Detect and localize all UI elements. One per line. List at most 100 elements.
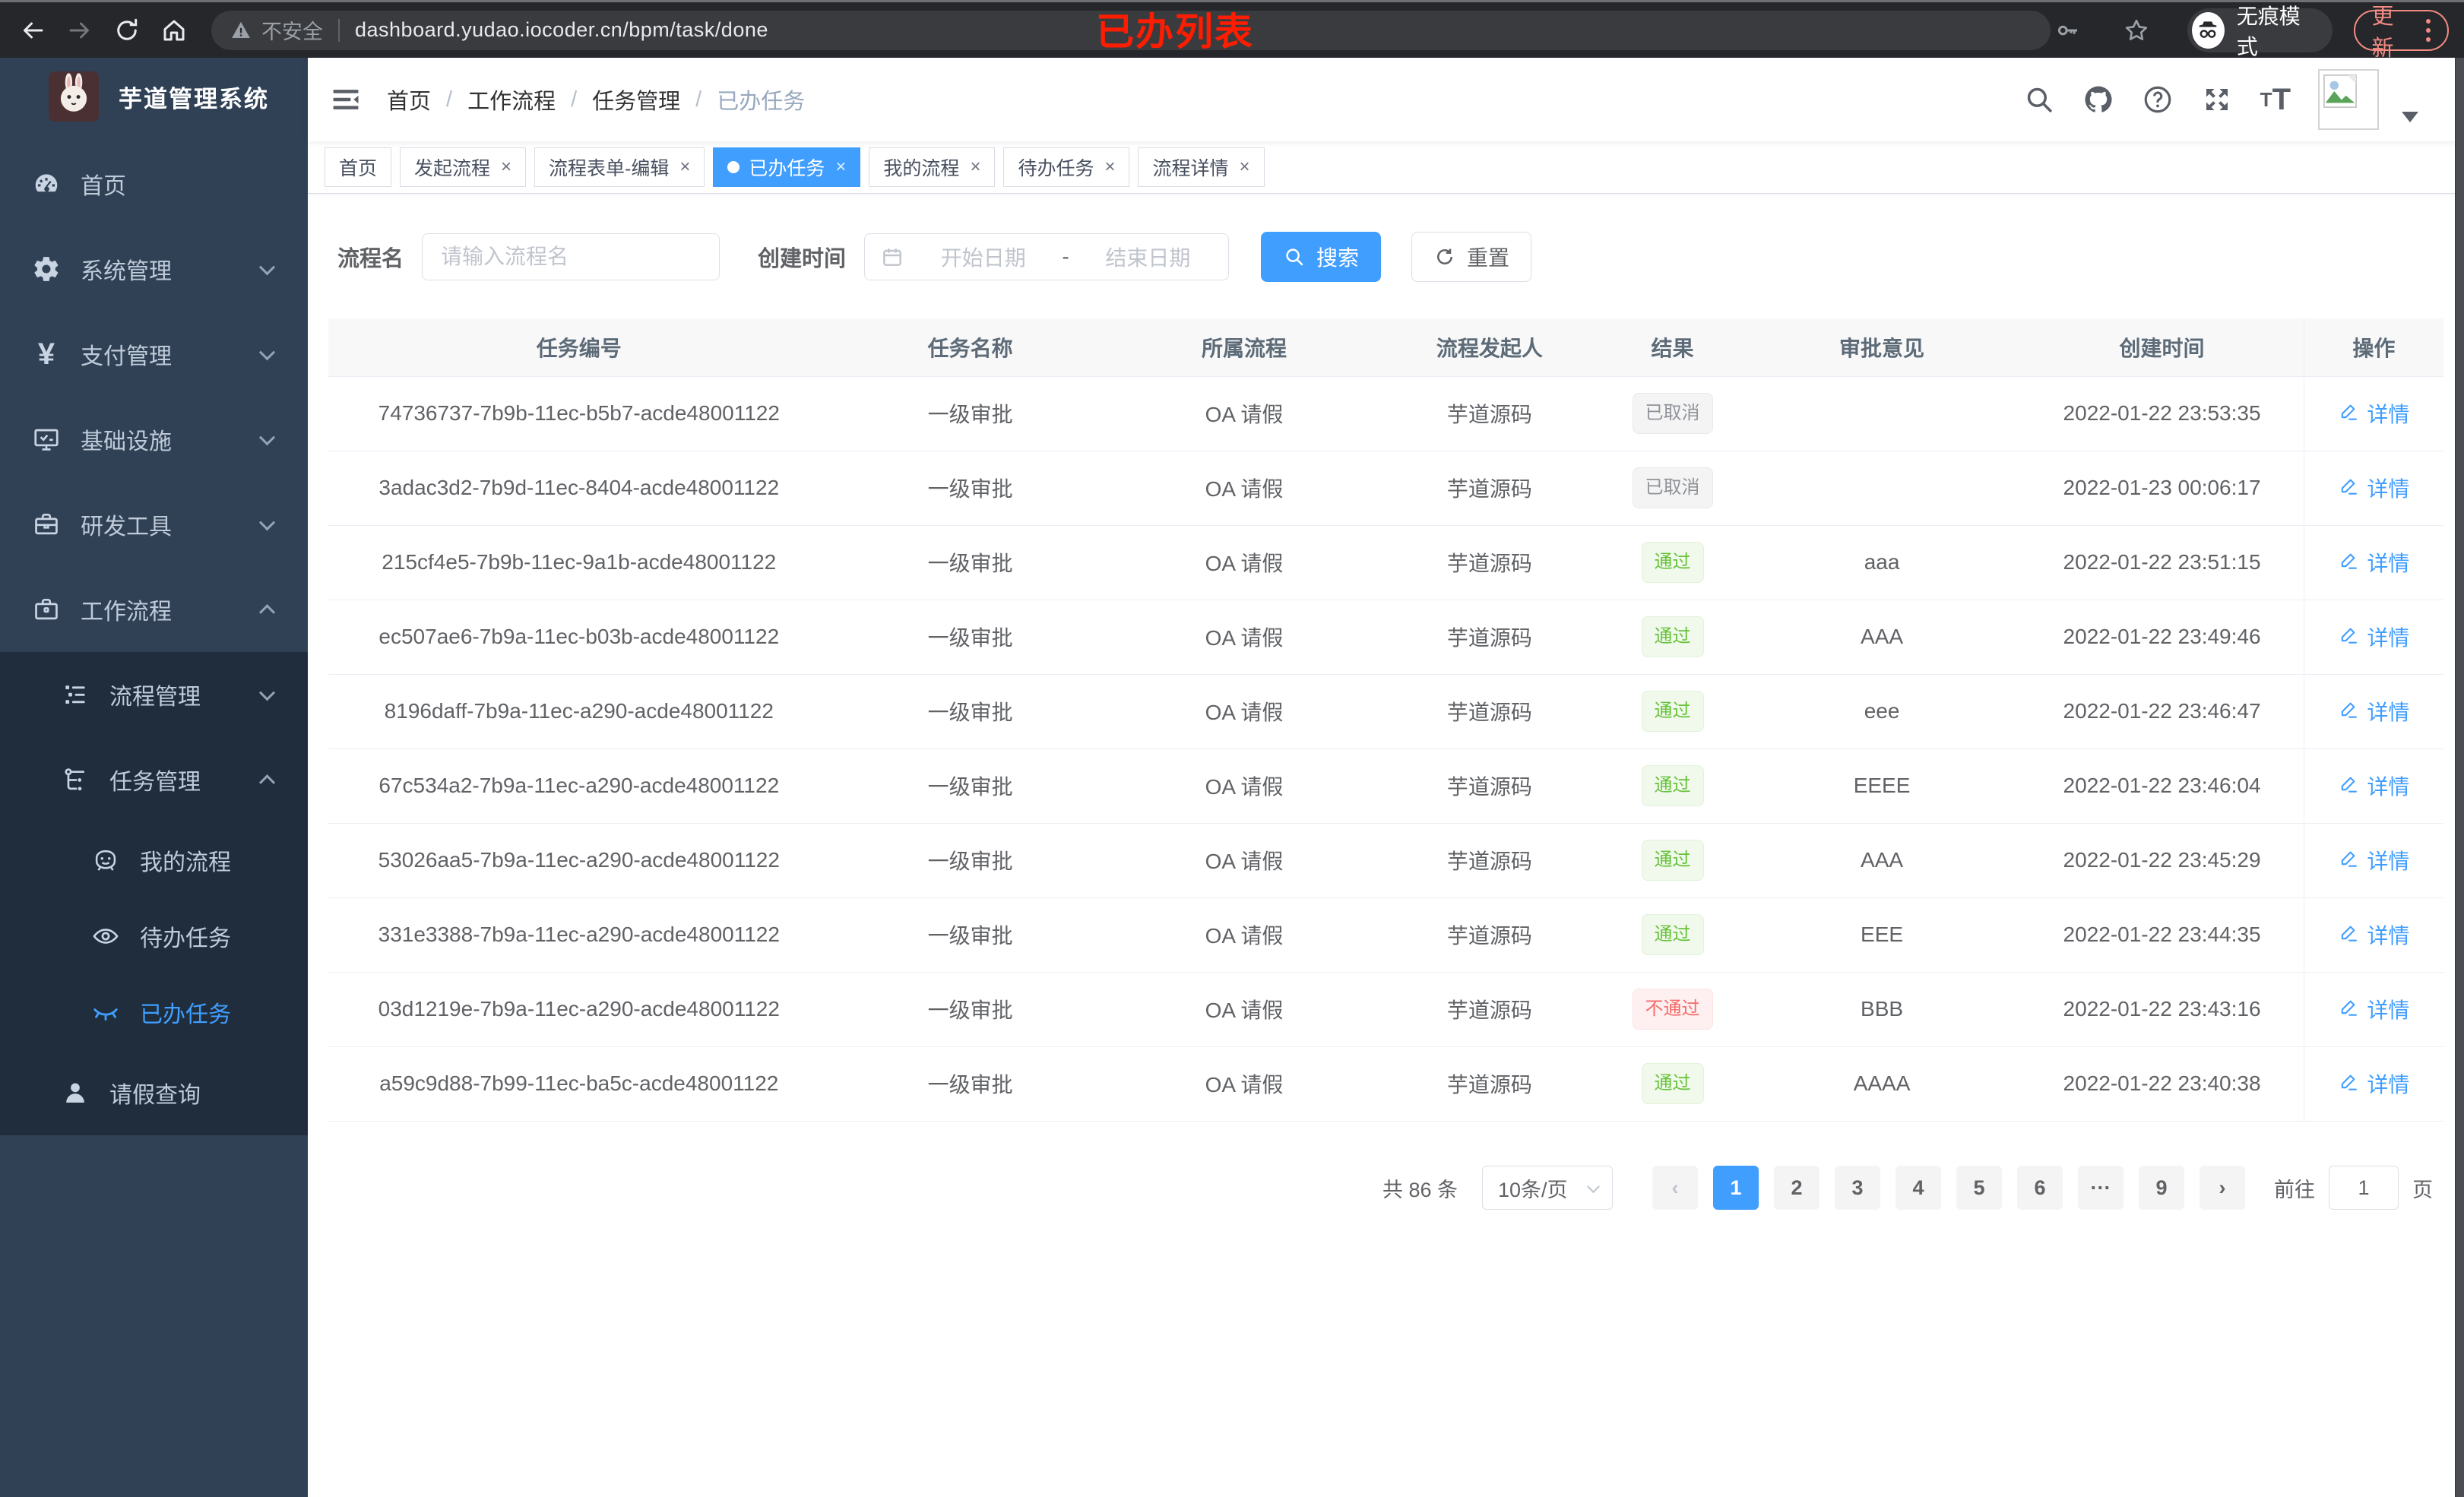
browser-update-button[interactable]: 更新 xyxy=(2353,5,2449,61)
detail-link[interactable]: 详情 xyxy=(2338,771,2409,801)
detail-link[interactable]: 详情 xyxy=(2338,398,2409,429)
process-name-label: 流程名 xyxy=(337,247,404,271)
sidebar: 芋道管理系统 首页 系统管理 ¥ 支付管理 基础设施 研发工具工作流程流程管理 任务管理 我的… xyxy=(0,58,308,1497)
detail-link[interactable]: 详情 xyxy=(2338,547,2409,578)
update-label: 更新 xyxy=(2371,4,2394,61)
cell-task-id: 215cf4e5-7b9b-11ec-9a1b-acde48001122 xyxy=(328,524,830,600)
detail-link[interactable]: 详情 xyxy=(2338,919,2409,950)
breadcrumb-home[interactable]: 首页 xyxy=(387,90,432,114)
result-badge: 通过 xyxy=(1641,1063,1704,1105)
detail-link[interactable]: 详情 xyxy=(2338,845,2409,875)
detail-link[interactable]: 详情 xyxy=(2338,622,2409,652)
page-button-4[interactable]: 4 xyxy=(1896,1166,1941,1210)
table-row: 74736737-7b9b-11ec-b5b7-acde48001122 一级审批… xyxy=(328,375,2443,451)
next-page-button[interactable]: › xyxy=(2200,1166,2245,1210)
start-date-placeholder[interactable]: 开始日期 xyxy=(940,246,1026,270)
sidebar-item-leave-query[interactable]: 请假查询 xyxy=(0,1050,308,1135)
page-size-select[interactable]: 10条/页 xyxy=(1482,1166,1613,1210)
tags-view-bar: 首页 发起流程 × 流程表单-编辑 × 已办任务 × 我的流程 × 待办任务 × 流程详情 × xyxy=(308,141,2464,194)
sidebar-item-todo-tasks[interactable]: 待办任务 xyxy=(0,898,308,974)
search-button[interactable]: 搜索 xyxy=(1261,232,1382,282)
table-body: 74736737-7b9b-11ec-b5b7-acde48001122 一级审批… xyxy=(328,375,2443,1121)
detail-link[interactable]: 详情 xyxy=(2338,994,2409,1024)
tab-close-icon[interactable]: × xyxy=(835,157,847,177)
browser-reload-icon[interactable] xyxy=(109,13,144,48)
tab-todo-tasks[interactable]: 待办任务 × xyxy=(1003,147,1130,187)
eye-closed-icon xyxy=(88,998,123,1027)
page-button-2[interactable]: 2 xyxy=(1774,1166,1819,1210)
breadcrumb-task-mgmt[interactable]: 任务管理 xyxy=(592,90,681,114)
help-icon[interactable] xyxy=(2142,84,2174,116)
browser-forward-icon[interactable] xyxy=(62,13,97,48)
search-icon[interactable] xyxy=(2023,84,2055,116)
chevron-down-icon xyxy=(258,685,276,701)
tab-process-detail[interactable]: 流程详情 × xyxy=(1138,147,1265,187)
security-warning[interactable]: 不安全 xyxy=(230,15,323,45)
sidebar-item-my-process[interactable]: 我的流程 xyxy=(0,822,308,898)
calendar-icon xyxy=(883,248,901,266)
sidebar-item-dev-tools[interactable]: 研发工具 xyxy=(0,482,308,567)
sidebar-item-infrastructure[interactable]: 基础设施 xyxy=(0,397,308,482)
cell-process: OA 请假 xyxy=(1110,375,1378,451)
sidebar-item-workflow[interactable]: 工作流程 xyxy=(0,567,308,652)
cell-actions: 详情 xyxy=(2303,748,2443,823)
detail-link[interactable]: 详情 xyxy=(2338,696,2409,726)
page-button-1[interactable]: 1 xyxy=(1713,1166,1759,1210)
sidebar-item-process-mgmt[interactable]: 流程管理 xyxy=(0,652,308,737)
tab-close-icon[interactable]: × xyxy=(501,157,512,177)
fullscreen-icon[interactable] xyxy=(2201,84,2233,116)
browser-back-icon[interactable] xyxy=(15,13,50,48)
browser-menu-icon[interactable] xyxy=(2426,18,2431,42)
sidebar-item-done-tasks[interactable]: 已办任务 xyxy=(0,974,308,1050)
cell-comment xyxy=(1743,450,2021,525)
tab-close-icon[interactable]: × xyxy=(1239,157,1250,177)
page-button-9[interactable]: 9 xyxy=(2139,1166,2184,1210)
breadcrumb-workflow[interactable]: 工作流程 xyxy=(467,90,556,114)
prev-page-button[interactable]: ‹ xyxy=(1652,1166,1698,1210)
browser-address-bar[interactable]: 不安全 dashboard.yudao.iocoder.cn/bpm/task/… xyxy=(211,10,2051,50)
tab-close-icon[interactable]: × xyxy=(1104,157,1116,177)
tab-home[interactable]: 首页 xyxy=(325,147,392,187)
avatar[interactable] xyxy=(2318,69,2379,130)
cell-result: 通过 xyxy=(1601,897,1743,972)
sidebar-item-home[interactable]: 首页 xyxy=(0,141,308,226)
avatar-caret-icon[interactable] xyxy=(2402,112,2418,122)
sidebar-collapse-icon[interactable] xyxy=(308,83,366,116)
flow-tree-icon xyxy=(58,765,93,794)
goto-page-input[interactable] xyxy=(2329,1166,2399,1210)
cell-comment: AAA xyxy=(1743,822,2021,897)
tab-close-icon[interactable]: × xyxy=(679,157,691,177)
key-icon[interactable] xyxy=(2051,13,2086,48)
tab-form-edit[interactable]: 流程表单-编辑 × xyxy=(534,147,705,187)
tab-done-tasks[interactable]: 已办任务 × xyxy=(713,147,861,187)
reset-button[interactable]: 重置 xyxy=(1411,232,1532,282)
app-logo-row[interactable]: 芋道管理系统 xyxy=(0,64,308,129)
cell-created: 2022-01-22 23:43:16 xyxy=(2020,971,2304,1046)
tab-close-icon[interactable]: × xyxy=(970,157,981,177)
bookmark-star-icon[interactable] xyxy=(2119,13,2154,48)
github-icon[interactable] xyxy=(2082,84,2114,116)
date-range-picker[interactable]: 开始日期 - 结束日期 xyxy=(864,233,1230,280)
end-date-placeholder[interactable]: 结束日期 xyxy=(1105,246,1191,270)
refresh-icon xyxy=(1437,248,1453,264)
page-button-3[interactable]: 3 xyxy=(1835,1166,1880,1210)
process-name-input[interactable] xyxy=(427,245,715,269)
tab-my-process[interactable]: 我的流程 × xyxy=(869,147,996,187)
browser-home-icon[interactable] xyxy=(157,13,192,48)
detail-link[interactable]: 详情 xyxy=(2338,1068,2409,1099)
sidebar-item-system-mgmt[interactable]: 系统管理 xyxy=(0,226,308,312)
cell-created: 2022-01-22 23:51:15 xyxy=(2020,524,2304,600)
detail-link[interactable]: 详情 xyxy=(2338,473,2409,503)
page-button-5[interactable]: 5 xyxy=(1956,1166,2002,1210)
breadcrumb-current: 已办任务 xyxy=(717,90,806,114)
page-scrollbar[interactable] xyxy=(2455,58,2464,1497)
page-button-6[interactable]: 6 xyxy=(2017,1166,2063,1210)
sidebar-item-task-mgmt[interactable]: 任务管理 xyxy=(0,737,308,822)
sidebar-item-label: 工作流程 xyxy=(81,600,172,625)
cell-actions: 详情 xyxy=(2303,822,2443,897)
tab-start-process[interactable]: 发起流程 × xyxy=(400,147,527,187)
sidebar-item-payment-mgmt[interactable]: ¥ 支付管理 xyxy=(0,312,308,397)
tab-label: 首页 xyxy=(339,158,378,179)
pager-more-button[interactable]: ··· xyxy=(2078,1166,2124,1210)
